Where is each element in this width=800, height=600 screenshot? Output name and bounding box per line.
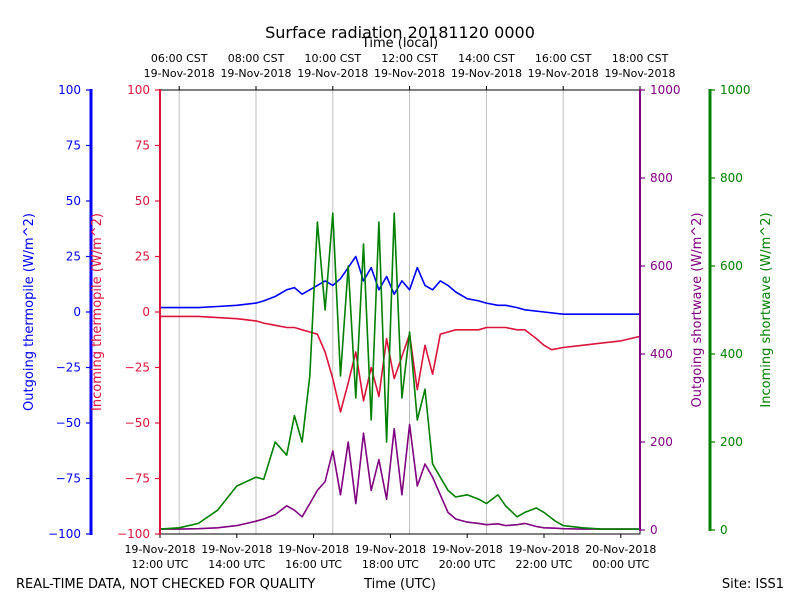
y-tick-label: 600 [720, 259, 743, 273]
y-axis-title-out_thermo: Outgoing thermopile (W/m^2) [22, 213, 37, 411]
y-tick-label: 400 [720, 347, 743, 361]
y-axis-title-in_thermo: Incoming thermopile (W/m^2) [90, 213, 105, 411]
y-tick-label: 800 [720, 171, 743, 185]
top-tick-date: 19-Nov-2018 [297, 67, 368, 80]
top-tick-time: 06:00 CST [151, 52, 208, 65]
top-tick-date: 19-Nov-2018 [528, 67, 599, 80]
y-tick-label: 600 [650, 259, 673, 273]
y-tick-label: 200 [720, 435, 743, 449]
grid-lines [178, 90, 564, 534]
footer-quality-note: REAL-TIME DATA, NOT CHECKED FOR QUALITY [16, 577, 315, 592]
bottom-tick-date: 19-Nov-2018 [432, 543, 503, 556]
y-tick-label: −50 [56, 416, 81, 430]
top-tick-time: 12:00 CST [381, 52, 438, 65]
y-tick-label: 25 [66, 250, 81, 264]
series-line-incoming-shortwave [159, 212, 640, 530]
y-tick-label: 75 [135, 139, 150, 153]
y-tick-label: 200 [650, 435, 673, 449]
bottom-tick-date: 19-Nov-2018 [508, 543, 579, 556]
y-axis-title-out_sw: Outgoing shortwave (W/m^2) [690, 212, 705, 407]
chart-title: Surface radiation 20181120 0000 [265, 23, 535, 42]
top-tick-date: 19-Nov-2018 [220, 67, 291, 80]
y-tick-label: 25 [135, 250, 150, 264]
bottom-time-axis: 19-Nov-2018 12:00 UTC 19-Nov-2018 14:00 UTC… [124, 534, 656, 571]
footer-site: Site: ISS1 [722, 577, 784, 592]
bottom-tick-date: 19-Nov-2018 [124, 543, 195, 556]
bottom-tick-time: 22:00 UTC [515, 558, 572, 571]
series-line-incoming-thermopile [160, 315, 641, 413]
top-tick-date: 19-Nov-2018 [374, 67, 445, 80]
bottom-tick-time: 14:00 UTC [208, 558, 265, 571]
y-tick-label: 100 [127, 83, 150, 97]
top-tick-date: 19-Nov-2018 [604, 67, 675, 80]
y-tick-label: 0 [73, 305, 81, 319]
bottom-axis-title: Time (UTC) [363, 577, 436, 592]
series-line-outgoing-thermopile [160, 255, 640, 316]
top-tick-time: 14:00 CST [458, 52, 515, 65]
top-tick-time: 18:00 CST [612, 52, 669, 65]
bottom-tick-date: 20-Nov-2018 [585, 543, 656, 556]
y-tick-label: −50 [125, 416, 150, 430]
series-layer [159, 212, 641, 530]
y-tick-label: 1000 [720, 83, 751, 97]
y-tick-label: 800 [650, 171, 673, 185]
y-tick-label: −25 [56, 361, 81, 375]
bottom-tick-time: 00:00 UTC [592, 558, 649, 571]
y-tick-label: −75 [56, 472, 81, 486]
top-tick-date: 19-Nov-2018 [144, 67, 215, 80]
bottom-tick-time: 12:00 UTC [131, 558, 188, 571]
y-tick-label: 75 [66, 139, 81, 153]
y-tick-label: −100 [117, 527, 150, 541]
top-tick-time: 16:00 CST [535, 52, 592, 65]
y-tick-label: 1000 [650, 83, 681, 97]
bottom-tick-time: 16:00 UTC [285, 558, 342, 571]
y-tick-label: −25 [125, 361, 150, 375]
top-tick-time: 10:00 CST [305, 52, 362, 65]
y-axis-title-in_sw: Incoming shortwave (W/m^2) [759, 212, 774, 407]
top-tick-date: 19-Nov-2018 [451, 67, 522, 80]
y-tick-label: −100 [48, 527, 81, 541]
y-tick-label: 0 [720, 523, 728, 537]
series-line-outgoing-shortwave [160, 423, 640, 530]
top-axis-title: Time (local) [361, 36, 438, 51]
bottom-tick-time: 18:00 UTC [362, 558, 419, 571]
y-tick-label: 50 [66, 194, 81, 208]
bottom-tick-date: 19-Nov-2018 [355, 543, 426, 556]
top-tick-time: 08:00 CST [228, 52, 285, 65]
bottom-tick-date: 19-Nov-2018 [278, 543, 349, 556]
top-time-axis: 06:00 CST 19-Nov-2018 08:00 CST 19-Nov-2018… [144, 52, 676, 90]
y-tick-label: 100 [58, 83, 81, 97]
y-tick-label: 50 [135, 194, 150, 208]
bottom-tick-time: 20:00 UTC [439, 558, 496, 571]
y-tick-label: −75 [125, 472, 150, 486]
y-tick-label: 400 [650, 347, 673, 361]
bottom-tick-date: 19-Nov-2018 [201, 543, 272, 556]
y-tick-label: 0 [650, 523, 658, 537]
y-axes: −100 −75 −50 −25 0 25 50 75 100 Outgoing thermopi… [22, 83, 774, 541]
y-tick-label: 0 [142, 305, 150, 319]
